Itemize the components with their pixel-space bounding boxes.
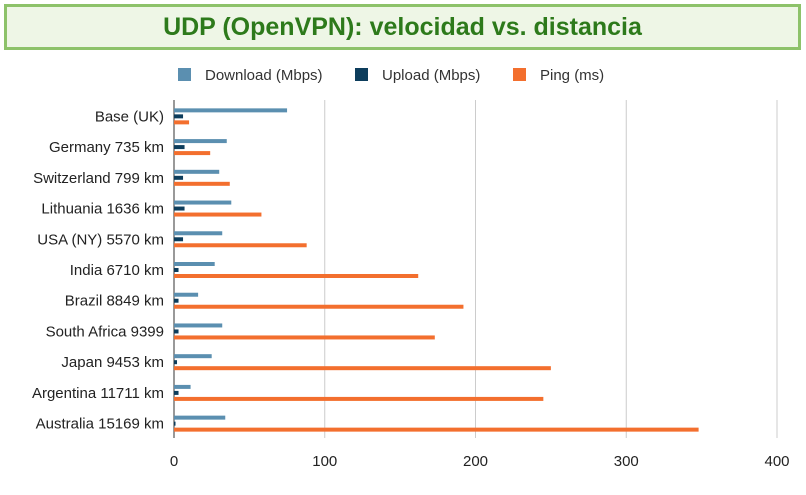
- bar-upload-mbps: [174, 421, 176, 426]
- bar-ping-ms: [174, 151, 211, 156]
- bar-download-mbps: [174, 169, 220, 174]
- y-tick-label: Germany 735 km: [49, 139, 164, 156]
- bar-upload-mbps: [174, 114, 184, 119]
- y-tick-label: Japan 9453 km: [61, 354, 164, 371]
- chart-title: UDP (OpenVPN): velocidad vs. distancia: [163, 12, 642, 41]
- bars: [174, 108, 699, 432]
- bar-ping-ms: [174, 304, 464, 309]
- bar-ping-ms: [174, 427, 699, 432]
- bar-download-mbps: [174, 200, 232, 205]
- bar-ping-ms: [174, 274, 419, 278]
- legend-swatch-download-mbps: [178, 68, 191, 81]
- bar-upload-mbps: [174, 360, 178, 365]
- y-tick-label: USA (NY) 5570 km: [37, 231, 164, 248]
- legend-swatch-upload-mbps: [355, 68, 368, 81]
- y-tick-label: India 6710 km: [70, 262, 164, 279]
- bar-ping-ms: [174, 396, 544, 401]
- bar-upload-mbps: [174, 268, 179, 272]
- bar-ping-ms: [174, 366, 551, 371]
- y-axis-labels: Base (UK) Germany 735 km Switzerland 799 k…: [32, 108, 164, 432]
- y-tick-label: Switzerland 799 km: [33, 170, 164, 187]
- grid-lines: [173, 100, 778, 438]
- legend-swatch-ping-ms: [513, 68, 526, 81]
- bar-download-mbps: [174, 415, 226, 420]
- bar-upload-mbps: [174, 298, 179, 303]
- bar-ping-ms: [174, 335, 435, 340]
- y-tick-label: Base (UK): [95, 108, 164, 125]
- x-tick-label: 0: [170, 453, 178, 470]
- bar-ping-ms: [174, 120, 190, 125]
- x-tick-label: 300: [614, 453, 639, 470]
- legend-label-download-mbps: Download (Mbps): [205, 67, 323, 84]
- bar-download-mbps: [174, 384, 191, 389]
- bar-upload-mbps: [174, 237, 184, 242]
- chart-title-box: UDP (OpenVPN): velocidad vs. distancia: [4, 4, 801, 50]
- y-tick-label: Argentina 11711 km: [32, 385, 164, 402]
- legend-label-ping-ms: Ping (ms): [540, 67, 604, 84]
- x-tick-label: 400: [764, 453, 789, 470]
- y-tick-label: Lithuania 1636 km: [41, 201, 164, 218]
- bar-download-mbps: [174, 354, 212, 359]
- bar-download-mbps: [174, 323, 223, 328]
- bar-download-mbps: [174, 139, 227, 144]
- legend: Download (Mbps) Upload (Mbps) Ping (ms): [178, 67, 604, 84]
- bar-upload-mbps: [174, 175, 184, 180]
- bar-download-mbps: [174, 292, 199, 297]
- bar-ping-ms: [174, 181, 230, 186]
- y-tick-label: Brazil 8849 km: [65, 293, 164, 310]
- y-tick-label: South Africa 9399: [46, 323, 164, 340]
- legend-label-upload-mbps: Upload (Mbps): [382, 67, 480, 84]
- bar-ping-ms: [174, 212, 262, 217]
- bar-upload-mbps: [174, 329, 179, 334]
- x-axis-labels: 0 100 200 300 400: [170, 453, 790, 470]
- bar-download-mbps: [174, 231, 223, 236]
- x-tick-label: 200: [463, 453, 488, 470]
- bar-upload-mbps: [174, 390, 179, 395]
- bar-upload-mbps: [174, 206, 185, 211]
- bar-upload-mbps: [174, 145, 185, 150]
- bar-download-mbps: [174, 262, 215, 266]
- bar-ping-ms: [174, 243, 307, 248]
- bar-download-mbps: [174, 108, 288, 113]
- x-tick-label: 100: [312, 453, 337, 470]
- y-tick-label: Australia 15169 km: [36, 416, 164, 433]
